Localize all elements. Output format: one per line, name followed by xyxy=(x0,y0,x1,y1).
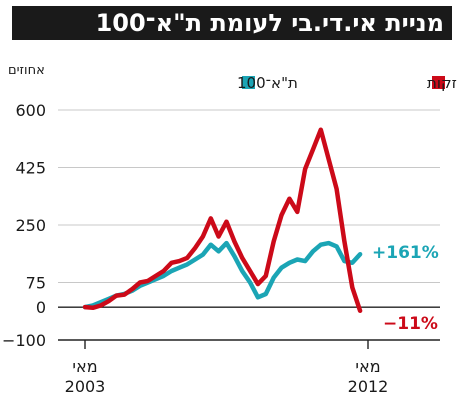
x-tick-month-end: מאי xyxy=(355,357,380,376)
series-line-ta100 xyxy=(82,240,363,310)
y-tick-label-600: 600 xyxy=(15,101,46,120)
y-tick-label-425: 425 xyxy=(15,159,46,178)
axis-layer: −100 0 75 250 425 600 xyxy=(2,101,440,350)
y-tick-label-0: 0 xyxy=(36,298,46,317)
y-tick-label-75: 75 xyxy=(26,274,46,293)
end-label-ta100: +161% xyxy=(372,243,439,263)
legend-label-ta100: ת"א־100 xyxy=(237,74,298,92)
legend-swatch-idb xyxy=(432,76,445,89)
y-tick-label--100: −100 xyxy=(2,331,46,350)
legend-swatch-ta100 xyxy=(242,76,255,89)
legend-label-idb: אי.די.בי אחזקות xyxy=(427,74,458,92)
x-tick-year-end: 2012 xyxy=(348,377,389,396)
x-tick-year-start: 2003 xyxy=(65,377,106,396)
y-tick-label-250: 250 xyxy=(15,216,46,235)
x-tick-month-start: מאי xyxy=(72,357,97,376)
legend: אי.די.בי אחזקות ת"א־100 xyxy=(237,74,458,92)
end-label-idb: −11% xyxy=(383,314,438,334)
series-line-idb xyxy=(82,127,363,314)
chart-title: מניית אי.די.בי לעומת ת"א־100 xyxy=(12,6,452,40)
series-layer xyxy=(82,127,363,314)
grid-layer xyxy=(58,109,440,341)
y-unit-label: אחוזים xyxy=(8,63,45,78)
